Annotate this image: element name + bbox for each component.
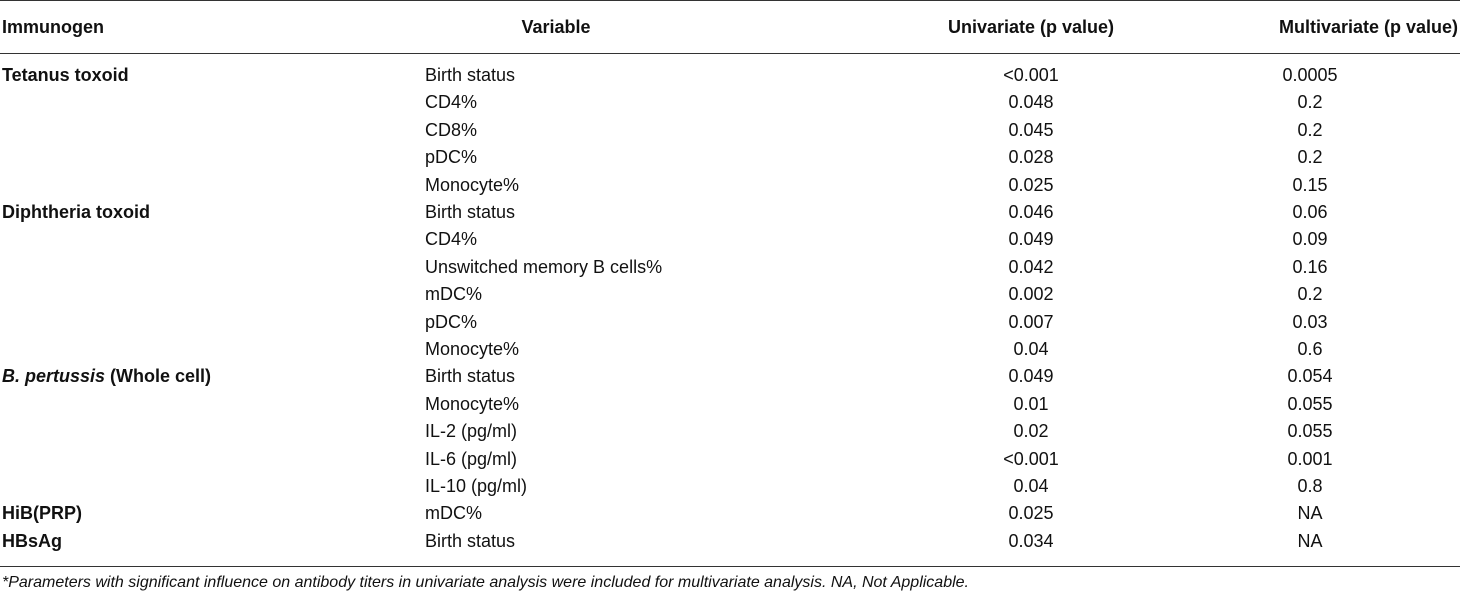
variable-cell: Monocyte% (425, 339, 520, 359)
multivariate-cell: 0.6 (1297, 339, 1323, 359)
univariate-cell: 0.002 (1008, 284, 1054, 305)
multivariate-cell: 0.054 (1287, 366, 1333, 387)
univariate-cell: 0.025 (1008, 503, 1054, 524)
multivariate-cell: 0.2 (1297, 284, 1323, 305)
variable-cell: Birth status (425, 202, 516, 222)
table-header: Immunogen Variable Univariate (p value) … (0, 0, 1460, 54)
univariate-cell: 0.034 (1008, 530, 1054, 551)
univariate-cell: 0.042 (1008, 256, 1054, 277)
header-rule (0, 53, 1460, 54)
univariate-cell: 0.02 (1013, 421, 1049, 442)
table-row: IL-6 (pg/ml) <0.001 0.001 (0, 446, 1460, 473)
variable-cell: IL-6 (pg/ml) (425, 448, 518, 469)
multivariate-cell: 0.2 (1297, 119, 1323, 140)
variable-cell: IL-10 (pg/ml) (425, 476, 528, 496)
univariate-cell: 0.049 (1008, 366, 1054, 387)
variable-cell: IL-2 (pg/ml) (425, 421, 518, 442)
multivariate-cell: 0.8 (1297, 476, 1323, 496)
table-row: HBsAg Birth status 0.034 NA (0, 528, 1460, 555)
variable-cell: mDC% (425, 503, 482, 524)
multivariate-cell: 0.055 (1287, 393, 1333, 414)
variable-cell: Birth status (425, 530, 516, 551)
multivariate-cell: 0.001 (1287, 448, 1333, 469)
immunogen-cell: Tetanus toxoid (2, 65, 129, 85)
variable-cell: CD4% (425, 229, 478, 250)
table-row: mDC% 0.002 0.2 (0, 281, 1460, 308)
immunogen-suffix: (Whole cell) (105, 366, 212, 387)
univariate-cell: 0.04 (1013, 339, 1049, 359)
univariate-cell: 0.01 (1013, 393, 1049, 414)
multivariate-cell: 0.09 (1292, 229, 1328, 250)
univariate-cell: 0.04 (1013, 476, 1049, 496)
table-row: B. pertussis (Whole cell) Birth status 0.0… (0, 363, 1460, 390)
multivariate-cell: 0.06 (1292, 202, 1328, 222)
immunogen-italic: B. pertussis (2, 366, 106, 387)
table-row: IL-10 (pg/ml) 0.04 0.8 (0, 473, 1460, 500)
multivariate-cell: 0.03 (1292, 311, 1328, 332)
table-row: HiB(PRP) mDC% 0.025 NA (0, 500, 1460, 527)
header-multivariate: Multivariate (p value) (1278, 17, 1458, 37)
variable-cell: Monocyte% (425, 174, 520, 195)
multivariate-cell: 0.16 (1292, 256, 1328, 277)
univariate-cell: 0.048 (1008, 92, 1054, 113)
table-row: IL-2 (pg/ml) 0.02 0.055 (0, 418, 1460, 445)
table-row: Tetanus toxoid Birth status <0.001 0.0005 (0, 62, 1460, 89)
table-row: Monocyte% 0.025 0.15 (0, 172, 1460, 199)
top-rule (0, 0, 1460, 1)
variable-cell: Birth status (425, 65, 516, 85)
univariate-cell: 0.007 (1008, 311, 1054, 332)
variable-cell: Unswitched memory B cells% (425, 256, 663, 277)
variable-cell: pDC% (425, 147, 478, 168)
immunogen-cell: Diphtheria toxoid (2, 202, 150, 222)
univariate-cell: 0.045 (1008, 119, 1054, 140)
table-row: Monocyte% 0.01 0.055 (0, 391, 1460, 418)
univariate-cell: 0.049 (1008, 229, 1054, 250)
header-univariate: Univariate (p value) (947, 17, 1115, 37)
table-row: Diphtheria toxoid Birth status 0.046 0.06 (0, 199, 1460, 226)
multivariate-cell: 0.2 (1297, 147, 1323, 168)
table-row: CD4% 0.048 0.2 (0, 89, 1460, 116)
table-footnote: *Parameters with significant influence o… (2, 574, 969, 591)
multivariate-cell: 0.055 (1287, 421, 1333, 442)
immunogen-cell: HBsAg (2, 530, 63, 551)
variable-cell: Birth status (425, 366, 516, 387)
header-variable: Variable (521, 17, 591, 37)
variable-cell: pDC% (425, 311, 478, 332)
variable-cell: CD4% (425, 92, 478, 113)
table-row: pDC% 0.007 0.03 (0, 309, 1460, 336)
univariate-cell: <0.001 (1003, 65, 1059, 85)
univariate-cell: 0.028 (1008, 147, 1054, 168)
immunogen-cell: HiB(PRP) (2, 503, 82, 524)
table-row: Monocyte% 0.04 0.6 (0, 336, 1460, 363)
univariate-cell: <0.001 (1003, 448, 1059, 469)
multivariate-cell: NA (1297, 503, 1323, 524)
table-row: CD8% 0.045 0.2 (0, 117, 1460, 144)
variable-cell: Monocyte% (425, 393, 520, 414)
table-row: pDC% 0.028 0.2 (0, 144, 1460, 171)
multivariate-cell: 0.15 (1292, 174, 1328, 195)
bottom-rule (0, 566, 1460, 567)
variable-cell: mDC% (425, 284, 482, 305)
multivariate-cell: 0.2 (1297, 92, 1323, 113)
immunogen-cell: B. pertussis (Whole cell) (2, 363, 211, 390)
multivariate-cell: 0.0005 (1282, 65, 1338, 85)
header-immunogen: Immunogen (2, 17, 104, 37)
table-row: CD4% 0.049 0.09 (0, 226, 1460, 253)
table-row: Unswitched memory B cells% 0.042 0.16 (0, 254, 1460, 281)
multivariate-cell: NA (1297, 530, 1323, 551)
univariate-cell: 0.025 (1008, 174, 1054, 195)
univariate-cell: 0.046 (1008, 202, 1054, 222)
variable-cell: CD8% (425, 119, 478, 140)
